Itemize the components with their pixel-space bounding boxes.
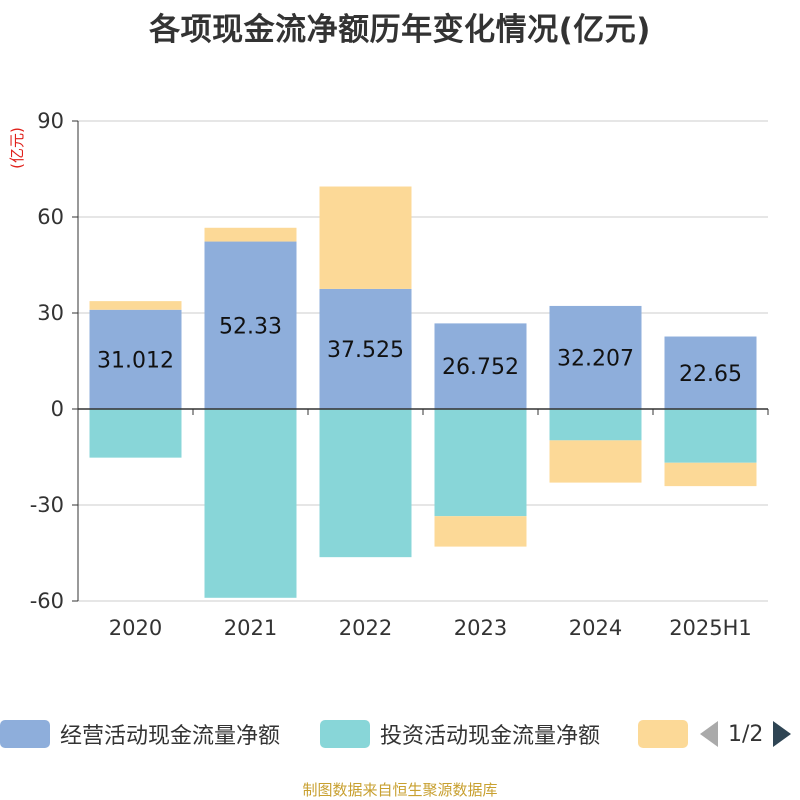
y-tick-label: 60 <box>37 205 64 229</box>
data-label: 22.65 <box>679 362 742 387</box>
x-tick-label: 2020 <box>109 616 162 640</box>
chart-title: 各项现金流净额历年变化情况(亿元) <box>149 12 651 48</box>
legend-item-financing[interactable] <box>638 716 688 752</box>
bar-series0-2023 <box>434 323 527 409</box>
legend-swatch-financing <box>638 720 688 748</box>
bar-series1-2025H1 <box>664 409 757 463</box>
bars <box>89 186 757 598</box>
x-tick-label: 2022 <box>339 616 392 640</box>
y-tick-label: 90 <box>37 109 64 133</box>
legend: 经营活动现金流量净额 投资活动现金流量净额 <box>0 716 800 752</box>
legend-page-indicator: 1/2 <box>728 721 764 747</box>
bar-series2-2024 <box>549 440 642 483</box>
data-label: 26.752 <box>442 355 519 380</box>
legend-item-investing[interactable]: 投资活动现金流量净额 <box>320 716 600 752</box>
bar-series0-2025H1 <box>664 336 757 409</box>
bar-series0-2022 <box>319 288 412 409</box>
x-tick-label: 2021 <box>224 616 277 640</box>
legend-next-page-icon[interactable] <box>773 721 792 747</box>
bar-series0-2024 <box>549 305 642 409</box>
bar-series0-2020 <box>89 309 182 409</box>
y-tick-label: 0 <box>51 397 64 421</box>
legend-pager: 1/2 <box>700 716 792 752</box>
data-label: 37.525 <box>327 338 404 363</box>
axes: -60 -30 0 30 60 90 2020 2021 2022 2023 2024 2025H1 <box>30 109 769 640</box>
x-tick-label: 2025H1 <box>669 616 752 640</box>
bar-series2-2022 <box>319 186 412 289</box>
data-labels: 31.012 52.33 37.525 26.752 32.207 22.65 <box>97 314 742 386</box>
legend-label-operating: 经营活动现金流量净额 <box>60 724 281 749</box>
bar-series2-2025H1 <box>664 462 757 487</box>
y-axis-unit-label: (亿元) <box>8 127 26 169</box>
source-note: 制图数据来自恒生聚源数据库 <box>302 781 498 799</box>
x-tick-label: 2023 <box>454 616 507 640</box>
legend-swatch-investing <box>320 720 370 748</box>
data-label: 52.33 <box>219 314 282 339</box>
bar-series1-2021 <box>204 409 297 598</box>
grid-lines <box>78 120 768 602</box>
legend-item-operating[interactable]: 经营活动现金流量净额 <box>0 716 280 752</box>
legend-swatch-operating <box>0 720 50 748</box>
y-tick-label: 30 <box>37 301 64 325</box>
bar-series2-2021 <box>204 227 297 242</box>
legend-prev-page-icon[interactable] <box>700 721 718 747</box>
y-tick-label: -30 <box>30 493 64 517</box>
data-label: 32.207 <box>557 346 634 371</box>
bar-series2-2023 <box>434 516 527 547</box>
y-tick-label: -60 <box>30 589 64 613</box>
bar-series1-2022 <box>319 409 412 558</box>
legend-label-investing: 投资活动现金流量净额 <box>380 724 601 749</box>
bar-series1-2024 <box>549 409 642 441</box>
data-label: 31.012 <box>97 348 174 373</box>
bar-series1-2020 <box>89 409 182 458</box>
x-tick-label: 2024 <box>569 616 622 640</box>
bar-series0-2021 <box>204 241 297 409</box>
bar-series2-2020 <box>89 301 182 310</box>
bar-series1-2023 <box>434 409 527 517</box>
